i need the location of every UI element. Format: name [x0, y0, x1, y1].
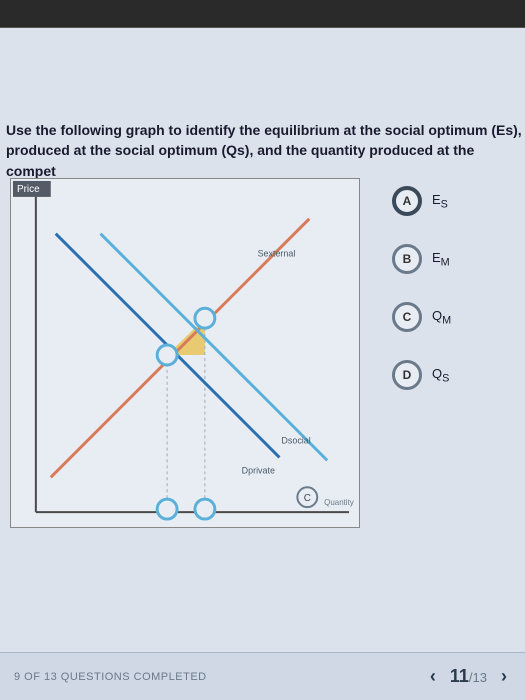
progress-text: 9 OF 13 QUESTIONS COMPLETED [14, 671, 207, 683]
option-row-d: D QS [392, 360, 451, 390]
page-content: Use the following graph to identify the … [0, 28, 525, 700]
equilibrium-market-marker[interactable] [195, 308, 215, 328]
quantity-social-marker[interactable] [157, 499, 177, 519]
option-label-d: QS [432, 366, 449, 385]
answer-options: A ES B EM C QM D QS [392, 186, 451, 390]
option-circle-a[interactable]: A [392, 186, 422, 216]
quantity-market-marker[interactable] [195, 499, 215, 519]
prev-arrow[interactable]: ‹ [426, 666, 440, 687]
graph-svg: Price C Quantity Sexternal [11, 179, 359, 527]
question-line-2: produced at the social optimum (Qs), and… [6, 142, 474, 178]
equilibrium-social-marker[interactable] [157, 345, 177, 365]
option-circle-c[interactable]: C [392, 302, 422, 332]
next-arrow[interactable]: › [497, 666, 511, 687]
demand-private-curve [100, 234, 327, 461]
question-text: Use the following graph to identify the … [6, 120, 525, 181]
total-questions: /13 [469, 670, 487, 685]
option-row-c: C QM [392, 302, 451, 332]
option-circle-b[interactable]: B [392, 244, 422, 274]
question-line-1: Use the following graph to identify the … [6, 122, 522, 138]
browser-top-bar [0, 0, 525, 28]
option-label-c: QM [432, 308, 451, 327]
quantity-label: Quantity [324, 498, 354, 507]
option-label-a: ES [432, 192, 448, 211]
footer-bar: 9 OF 13 QUESTIONS COMPLETED ‹ 11/13 › [0, 652, 525, 700]
question-nav: ‹ 11/13 › [426, 666, 511, 687]
nav-counter: 11/13 [450, 666, 487, 687]
current-question: 11 [450, 666, 469, 686]
price-label: Price [17, 184, 40, 195]
option-row-b: B EM [392, 244, 451, 274]
supply-label: Sexternal [258, 249, 296, 259]
option-label-b: EM [432, 250, 450, 269]
option-circle-d[interactable]: D [392, 360, 422, 390]
c-marker: C Quantity [297, 487, 353, 507]
svg-text:C: C [304, 493, 311, 504]
demand-social-label: Dsocial [281, 435, 310, 445]
economics-graph: Price C Quantity Sexternal [10, 178, 360, 528]
demand-private-label: Dprivate [242, 465, 275, 475]
option-row-a: A ES [392, 186, 451, 216]
